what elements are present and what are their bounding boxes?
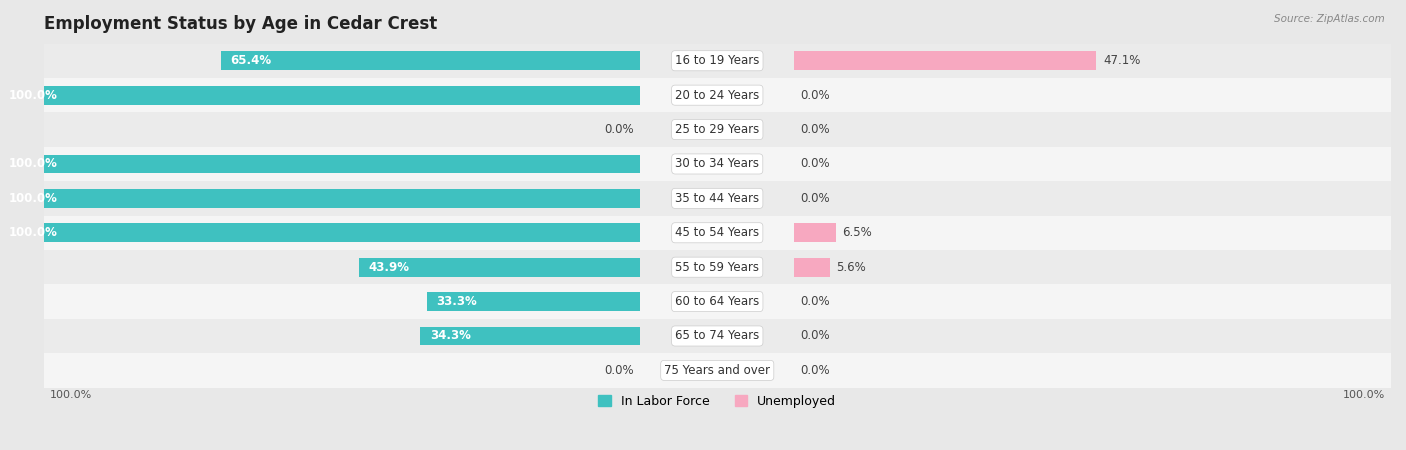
Text: 100.0%: 100.0% xyxy=(8,226,58,239)
Text: 100.0%: 100.0% xyxy=(8,89,58,102)
Bar xyxy=(0,223,640,242)
Text: 25 to 29 Years: 25 to 29 Years xyxy=(675,123,759,136)
Text: 45 to 54 Years: 45 to 54 Years xyxy=(675,226,759,239)
Text: 0.0%: 0.0% xyxy=(800,158,831,171)
Bar xyxy=(44,284,1391,319)
Legend: In Labor Force, Unemployed: In Labor Force, Unemployed xyxy=(593,390,841,413)
Text: 6.5%: 6.5% xyxy=(842,226,872,239)
Bar xyxy=(44,181,1391,216)
Bar xyxy=(44,112,1391,147)
Text: 30 to 34 Years: 30 to 34 Years xyxy=(675,158,759,171)
Bar xyxy=(44,216,1391,250)
Text: 0.0%: 0.0% xyxy=(800,295,831,308)
Text: 100.0%: 100.0% xyxy=(8,158,58,171)
Bar xyxy=(426,292,640,311)
Text: 100.0%: 100.0% xyxy=(1343,390,1385,400)
Text: Source: ZipAtlas.com: Source: ZipAtlas.com xyxy=(1274,14,1385,23)
Text: 0.0%: 0.0% xyxy=(605,123,634,136)
Bar xyxy=(44,319,1391,353)
Text: 16 to 19 Years: 16 to 19 Years xyxy=(675,54,759,67)
Bar xyxy=(0,86,640,104)
Text: 43.9%: 43.9% xyxy=(368,261,409,274)
Bar xyxy=(44,250,1391,284)
Bar xyxy=(44,353,1391,387)
Text: 20 to 24 Years: 20 to 24 Years xyxy=(675,89,759,102)
Text: 33.3%: 33.3% xyxy=(436,295,477,308)
Text: 0.0%: 0.0% xyxy=(800,123,831,136)
Text: 55 to 59 Years: 55 to 59 Years xyxy=(675,261,759,274)
Text: 100.0%: 100.0% xyxy=(8,192,58,205)
Text: Employment Status by Age in Cedar Crest: Employment Status by Age in Cedar Crest xyxy=(44,15,437,33)
Text: 65 to 74 Years: 65 to 74 Years xyxy=(675,329,759,342)
Bar xyxy=(44,147,1391,181)
Text: 47.1%: 47.1% xyxy=(1102,54,1140,67)
Bar xyxy=(0,189,640,208)
Text: 100.0%: 100.0% xyxy=(51,390,93,400)
Text: 0.0%: 0.0% xyxy=(605,364,634,377)
Text: 0.0%: 0.0% xyxy=(800,329,831,342)
Bar xyxy=(794,258,830,277)
Bar xyxy=(359,258,640,277)
Bar xyxy=(794,223,837,242)
Bar xyxy=(44,44,1391,78)
Bar xyxy=(44,78,1391,112)
Text: 65.4%: 65.4% xyxy=(231,54,271,67)
Text: 0.0%: 0.0% xyxy=(800,192,831,205)
Text: 34.3%: 34.3% xyxy=(430,329,471,342)
Text: 75 Years and over: 75 Years and over xyxy=(664,364,770,377)
Bar xyxy=(0,154,640,173)
Text: 0.0%: 0.0% xyxy=(800,89,831,102)
Text: 35 to 44 Years: 35 to 44 Years xyxy=(675,192,759,205)
Text: 5.6%: 5.6% xyxy=(837,261,866,274)
Text: 60 to 64 Years: 60 to 64 Years xyxy=(675,295,759,308)
Text: 0.0%: 0.0% xyxy=(800,364,831,377)
Bar xyxy=(221,51,640,70)
Bar xyxy=(794,51,1097,70)
Bar xyxy=(420,327,640,346)
